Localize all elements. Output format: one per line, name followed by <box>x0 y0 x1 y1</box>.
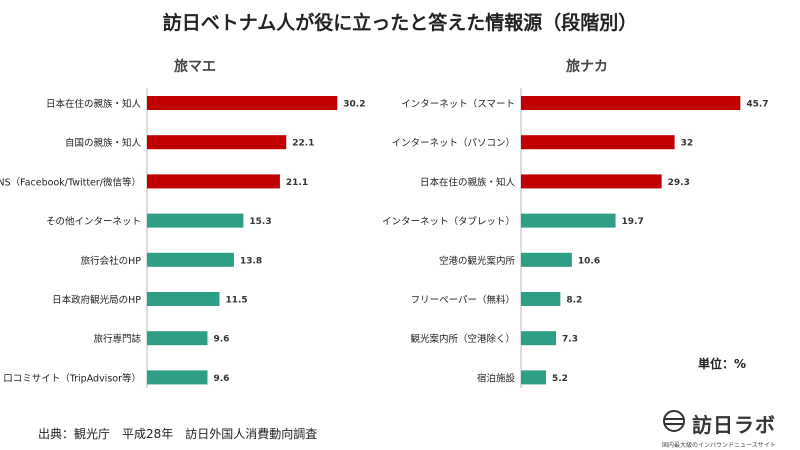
before-bar <box>147 252 234 267</box>
before-bar <box>147 213 244 228</box>
before-value-label: 22.1 <box>292 139 314 149</box>
before-value-label: 11.5 <box>225 296 247 306</box>
during-bar <box>521 370 546 385</box>
before-bar <box>147 96 338 110</box>
chart-title: 訪日ベトナム人が役に立ったと答えた情報源（段階別） <box>162 12 638 34</box>
during-value-label: 8.2 <box>566 296 582 306</box>
during-value-label: 7.3 <box>562 335 578 345</box>
before-category-label: SNS（Facebook/Twitter/微信等） <box>0 176 141 188</box>
during-bar <box>521 252 572 267</box>
before-value-label: 13.8 <box>240 256 262 266</box>
before-value-label: 30.2 <box>343 100 365 110</box>
before-bar <box>147 135 287 150</box>
during-bar <box>521 174 662 189</box>
source-note: 出典：観光庁 平成28年 訪日外国人消費動向調査 <box>38 427 318 441</box>
during-bar <box>521 213 616 228</box>
before-value-label: 9.6 <box>213 374 229 384</box>
during-category-label: 日本在住の親族・知人 <box>420 176 516 188</box>
before-category-label: 口コミサイト（TripAdvisor等） <box>3 372 141 384</box>
before-category-label: 旅行会社のHP <box>81 255 142 267</box>
before-bar <box>147 292 220 306</box>
before-value-label: 21.1 <box>286 178 308 188</box>
during-value-label: 32 <box>681 139 694 149</box>
before-category-label: その他インターネット <box>46 216 141 228</box>
during-bar <box>521 292 561 306</box>
during-bar <box>521 96 741 110</box>
during-value-label: 19.7 <box>622 217 644 227</box>
during-bar <box>521 135 675 150</box>
during-category-label: インターネット（パソコン） <box>391 137 515 149</box>
during-bar <box>521 331 557 346</box>
before-category-label: 日本在住の親族・知人 <box>46 98 142 110</box>
panel-title-before-trip: 旅マエ <box>174 59 216 75</box>
panel-title-during-trip: 旅ナカ <box>566 59 608 75</box>
during-category-label: インターネット（タブレット） <box>382 216 515 228</box>
unit-label: 単位：% <box>698 357 747 371</box>
before-category-label: 自国の親族・知人 <box>65 137 142 149</box>
during-category-label: 空港の観光案内所 <box>439 255 516 267</box>
during-value-label: 29.3 <box>668 178 690 188</box>
during-category-label: 宿泊施設 <box>477 372 516 384</box>
during-value-label: 10.6 <box>578 256 600 266</box>
before-category-label: 旅行専門誌 <box>93 333 141 345</box>
before-value-label: 15.3 <box>249 217 271 227</box>
before-bar <box>147 331 208 346</box>
during-value-label: 5.2 <box>552 374 568 384</box>
brand-logo: 訪日ラボ 国内最大級のインバウンドニュースサイト <box>662 409 792 449</box>
during-category-label: 観光案内所（空港除く） <box>410 333 515 345</box>
brand-tagline: 国内最大級のインバウンドニュースサイト <box>662 442 776 449</box>
during-value-label: 45.7 <box>746 100 768 110</box>
during-category-label: フリーペーパー（無料） <box>411 294 515 306</box>
brand-name: 訪日ラボ <box>692 413 776 437</box>
brand-mark-icon <box>663 410 685 432</box>
before-category-label: 日本政府観光局のHP <box>52 294 141 306</box>
before-bar <box>147 174 280 189</box>
before-value-label: 9.6 <box>213 335 229 345</box>
during-category-label: インターネット（スマート <box>401 98 515 110</box>
before-bar <box>147 370 208 385</box>
